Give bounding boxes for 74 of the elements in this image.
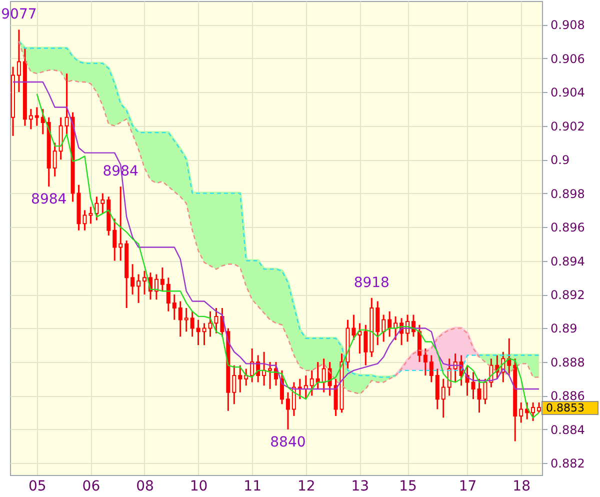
candlestick [88, 206, 93, 224]
candlestick [364, 324, 368, 366]
x-tick-label: 11 [244, 478, 262, 494]
y-tick-label: 0.898 [550, 186, 585, 201]
candlestick [190, 310, 194, 338]
candlestick [16, 28, 21, 93]
candlestick [447, 358, 452, 396]
x-tick-label: 10 [190, 478, 208, 494]
candlestick [196, 319, 200, 346]
x-tick-label: 05 [28, 478, 46, 494]
candlestick [82, 209, 87, 232]
candlestick [286, 392, 290, 430]
candlestick [423, 348, 428, 376]
x-tick-label: 08 [136, 478, 154, 494]
candlestick [531, 402, 536, 422]
candlestick [154, 274, 158, 300]
candlestick [388, 310, 392, 338]
x-tick-label: 13 [351, 478, 370, 494]
candlestick [172, 294, 176, 321]
candlestick [178, 300, 182, 338]
y-tick-label: 0.886 [550, 389, 585, 404]
y-tick-label: 0.904 [550, 86, 585, 100]
candlestick [214, 307, 218, 334]
candlestick [322, 358, 326, 394]
annotation: 8918 [354, 274, 390, 291]
candlestick [376, 300, 380, 346]
y-tick-label: 0.89 [550, 322, 578, 336]
candlestick [160, 266, 164, 292]
y-tick-label: 0.908 [550, 18, 585, 32]
annotation: 9077 [1, 6, 37, 23]
candlestick [441, 378, 446, 418]
candlestick [435, 368, 440, 410]
y-tick-label: 0.896 [550, 220, 585, 235]
candlestick [358, 322, 362, 354]
annotation: 8840 [270, 434, 306, 450]
y-tick-label: 0.902 [550, 119, 585, 134]
candlestick [238, 364, 242, 394]
x-tick-label: 06 [82, 478, 100, 494]
y-tick-label: 0.884 [550, 422, 585, 437]
candlestick [519, 402, 524, 424]
candlestick [483, 378, 488, 405]
candlestick [184, 307, 188, 332]
candlestick [130, 263, 135, 296]
candlestick [52, 142, 57, 178]
y-tick-label: 0.906 [550, 52, 585, 66]
candlestick [417, 324, 422, 363]
candlestick [136, 274, 141, 304]
y-tick-label: 0.892 [550, 288, 585, 302]
candlestick [232, 364, 236, 405]
candlestick [100, 192, 105, 214]
candlestick [64, 72, 69, 136]
annotation: 8984 [31, 192, 67, 208]
candlestick [429, 354, 434, 383]
candlestick [334, 378, 338, 417]
candlestick [118, 186, 123, 262]
candlestick [142, 270, 146, 296]
text: 0.8853 [546, 402, 584, 415]
x-tick-label: 17 [458, 478, 477, 494]
y-tick-label: 0.894 [550, 254, 585, 268]
candlestick [268, 361, 272, 390]
candlestick [310, 370, 314, 396]
x-tick-label: 12 [297, 478, 316, 494]
x-tick-label: 18 [512, 478, 530, 494]
x-tick-label: 15 [399, 478, 417, 494]
candlestick [34, 106, 39, 127]
y-tick-label: 0.882 [550, 456, 585, 471]
candlestick [352, 314, 356, 341]
candlestick [28, 108, 33, 130]
y-tick-label: 0.9 [550, 153, 570, 168]
y-tick-label: 0.888 [550, 355, 585, 370]
candlestick [94, 196, 99, 222]
candlestick [166, 276, 170, 312]
candlestick [112, 218, 117, 262]
candlestick [382, 314, 386, 342]
